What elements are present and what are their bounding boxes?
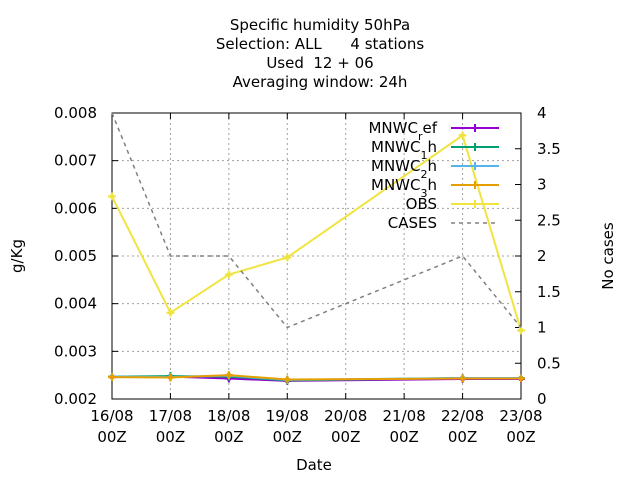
axes: 0.002 0.003 0.004 0.005 0.006 0.007 0.008 0 0.5 1…	[54, 104, 561, 446]
data-point-obs	[166, 308, 175, 317]
plot-border	[111, 112, 522, 400]
y-tick-label: 0.004	[54, 295, 97, 313]
grid	[112, 113, 521, 399]
x-tick-label: 18/08	[207, 407, 250, 425]
legend-label-mnwc-2h: MNWC2h	[371, 157, 437, 181]
y-tick-label: 0.002	[54, 390, 97, 408]
y-tick-label: 0.008	[54, 104, 97, 122]
x-tick-label-time: 00Z	[448, 428, 477, 446]
y2-tick-label: 4	[537, 104, 547, 122]
x-tick-label-time: 00Z	[331, 428, 360, 446]
x-tick-label-time: 00Z	[389, 428, 418, 446]
x-axis-label: Date	[296, 456, 332, 474]
point-marker-dot	[460, 132, 466, 138]
point-marker-dot	[226, 272, 232, 278]
point-marker-dot	[167, 375, 173, 381]
y-tick-label: 0.007	[54, 152, 97, 170]
point-marker-dot	[518, 327, 524, 333]
y2-tick-label: 3.5	[537, 140, 561, 158]
y2-tick-label: 0.5	[537, 354, 561, 372]
y-tick-label: 0.003	[54, 342, 97, 360]
point-marker-dot	[284, 254, 290, 260]
series-line-cases	[111, 112, 522, 329]
data-point-mnwc-3h	[224, 371, 233, 380]
data-point-obs	[517, 326, 525, 335]
title-line-4: Averaging window: 24h	[232, 73, 408, 91]
data-point-mnwc-3h	[458, 374, 467, 383]
title-line-3: Used 12 + 06	[266, 54, 374, 72]
data-point-mnwc-3h	[283, 375, 292, 384]
y-axis-label: g/Kg	[8, 239, 26, 273]
y2-tick-label: 2	[537, 247, 547, 265]
data-point-mnwc-3h	[108, 373, 116, 382]
data-point-mnwc-3h	[166, 373, 175, 382]
data-point-obs	[108, 192, 116, 201]
x-tick-label: 23/08	[499, 407, 542, 425]
y2-tick-label: 3	[537, 176, 547, 194]
point-marker-dot	[109, 193, 115, 199]
title-line-2: Selection: ALL 4 stations	[215, 35, 425, 53]
x-tick-label-time: 00Z	[97, 428, 126, 446]
x-tick-label: 21/08	[383, 407, 426, 425]
y2-tick-label: 1.5	[537, 283, 561, 301]
x-tick-label: 16/08	[90, 407, 133, 425]
point-marker-dot	[167, 310, 173, 316]
legend-label-mnwc-ref: MNWCref	[368, 119, 437, 143]
series-group	[108, 112, 525, 385]
data-point-obs	[283, 253, 292, 262]
y2-tick-label: 2.5	[537, 211, 561, 229]
y-tick-label: 0.005	[54, 247, 97, 265]
point-marker-dot	[460, 376, 466, 382]
x-tick-label-time: 00Z	[156, 428, 185, 446]
point-marker-dot	[284, 376, 290, 382]
x-tick-label-time: 00Z	[506, 428, 535, 446]
legend-label-obs: OBS	[406, 195, 437, 213]
point-marker-dot	[518, 376, 524, 382]
chart-title: Specific humidity 50hPa Selection: ALL 4…	[0, 16, 640, 92]
x-tick-label: 20/08	[324, 407, 367, 425]
series-line-obs	[111, 133, 522, 331]
data-point-obs	[458, 131, 467, 140]
x-tick-label-time: 00Z	[273, 428, 302, 446]
point-marker-dot	[109, 374, 115, 380]
y2-axis-label: No cases	[599, 222, 617, 290]
title-line-1: Specific humidity 50hPa	[229, 16, 411, 34]
x-tick-label: 19/08	[266, 407, 309, 425]
point-marker-dot	[226, 372, 232, 378]
y-tick-label: 0.006	[54, 199, 97, 217]
legend-label-mnwc-3h: MNWC3h	[371, 176, 437, 200]
series-line-mnwc-3h	[111, 374, 521, 381]
data-point-obs	[224, 270, 233, 279]
legend-label-cases: CASES	[388, 214, 437, 232]
data-point-mnwc-3h	[517, 374, 525, 383]
x-tick-label: 22/08	[441, 407, 484, 425]
x-tick-label-time: 00Z	[214, 428, 243, 446]
x-tick-label: 17/08	[149, 407, 192, 425]
y2-tick-label: 1	[537, 319, 547, 337]
legend-label-mnwc-1h: MNWC1h	[371, 138, 437, 162]
y2-tick-label: 0	[537, 390, 547, 408]
